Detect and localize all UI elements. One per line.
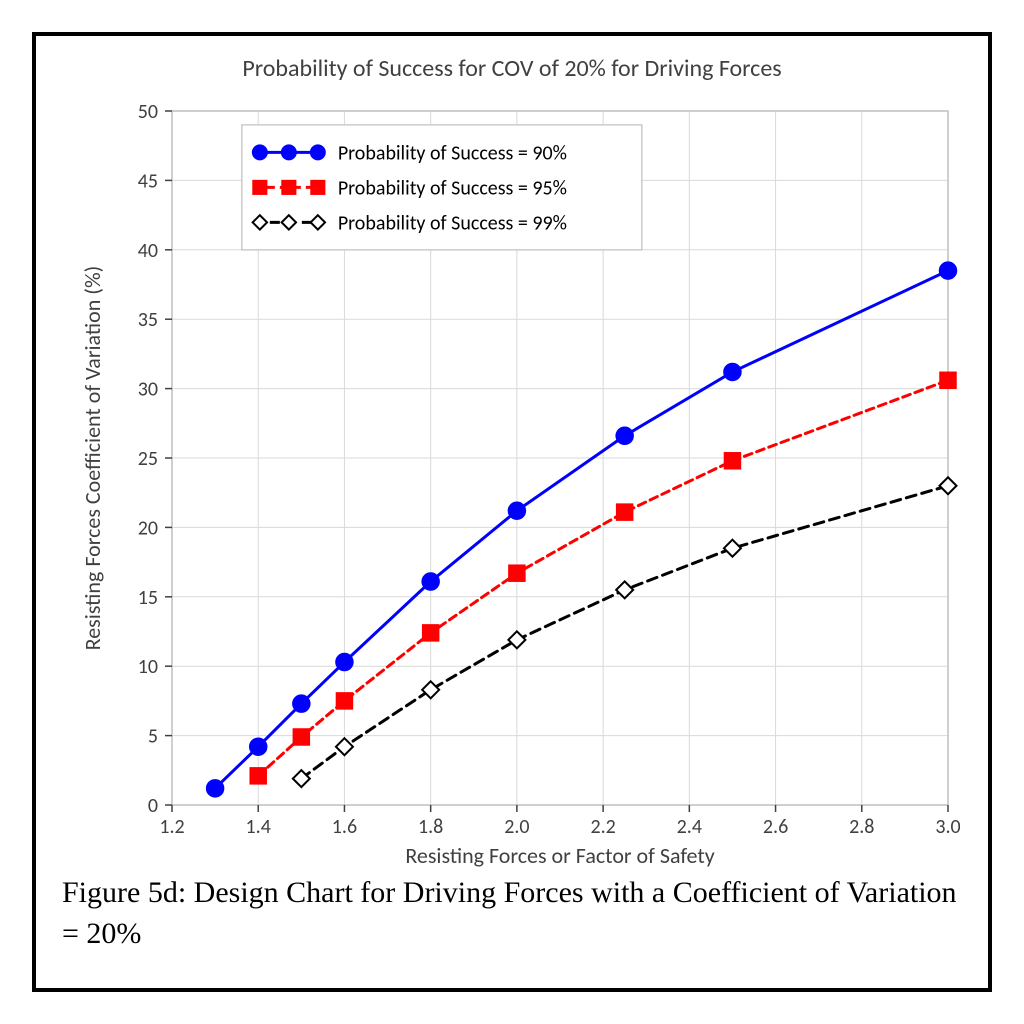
svg-text:3.0: 3.0 bbox=[935, 815, 960, 839]
svg-text:1.6: 1.6 bbox=[332, 815, 357, 839]
figure-frame: Probability of Success for COV of 20% fo… bbox=[32, 32, 992, 992]
svg-text:2.8: 2.8 bbox=[849, 815, 874, 839]
svg-text:50: 50 bbox=[138, 100, 158, 124]
chart-title: Probability of Success for COV of 20% fo… bbox=[60, 54, 964, 83]
svg-text:Resisting Forces or Factor of: Resisting Forces or Factor of Safety bbox=[405, 842, 714, 867]
svg-text:5: 5 bbox=[148, 725, 158, 749]
figure-caption: Figure 5d: Design Chart for Driving Forc… bbox=[60, 873, 964, 954]
svg-text:1.2: 1.2 bbox=[159, 815, 184, 839]
svg-text:0: 0 bbox=[148, 794, 158, 818]
chart-area: 1.2 1.4 1.6 1.8 2.0 2.2 2.4 2.6 2.8 3.0 0 5 10 15 20 25… bbox=[60, 87, 964, 867]
svg-text:Resisting Forces Coefficient o: Resisting Forces Coefficient of Variatio… bbox=[79, 266, 106, 651]
svg-text:2.0: 2.0 bbox=[504, 815, 529, 839]
legend: Probability of Success = 90% Probability … bbox=[242, 125, 642, 250]
svg-text:2.2: 2.2 bbox=[590, 815, 615, 839]
svg-text:Probability of Success = 99%: Probability of Success = 99% bbox=[338, 211, 567, 235]
svg-text:25: 25 bbox=[138, 447, 158, 471]
svg-text:45: 45 bbox=[138, 169, 158, 193]
svg-text:15: 15 bbox=[138, 586, 158, 610]
svg-text:40: 40 bbox=[138, 239, 158, 263]
svg-text:Probability of Success = 90%: Probability of Success = 90% bbox=[338, 141, 567, 165]
svg-text:20: 20 bbox=[138, 516, 158, 540]
chart-svg: 1.2 1.4 1.6 1.8 2.0 2.2 2.4 2.6 2.8 3.0 0 5 10 15 20 25… bbox=[60, 87, 960, 867]
svg-text:35: 35 bbox=[138, 308, 158, 332]
svg-text:2.6: 2.6 bbox=[763, 815, 788, 839]
svg-text:Probability of Success = 95%: Probability of Success = 95% bbox=[338, 176, 567, 200]
svg-text:30: 30 bbox=[138, 378, 158, 402]
svg-text:10: 10 bbox=[138, 655, 158, 679]
svg-text:2.4: 2.4 bbox=[677, 815, 702, 839]
svg-text:1.8: 1.8 bbox=[418, 815, 443, 839]
svg-text:1.4: 1.4 bbox=[246, 815, 271, 839]
